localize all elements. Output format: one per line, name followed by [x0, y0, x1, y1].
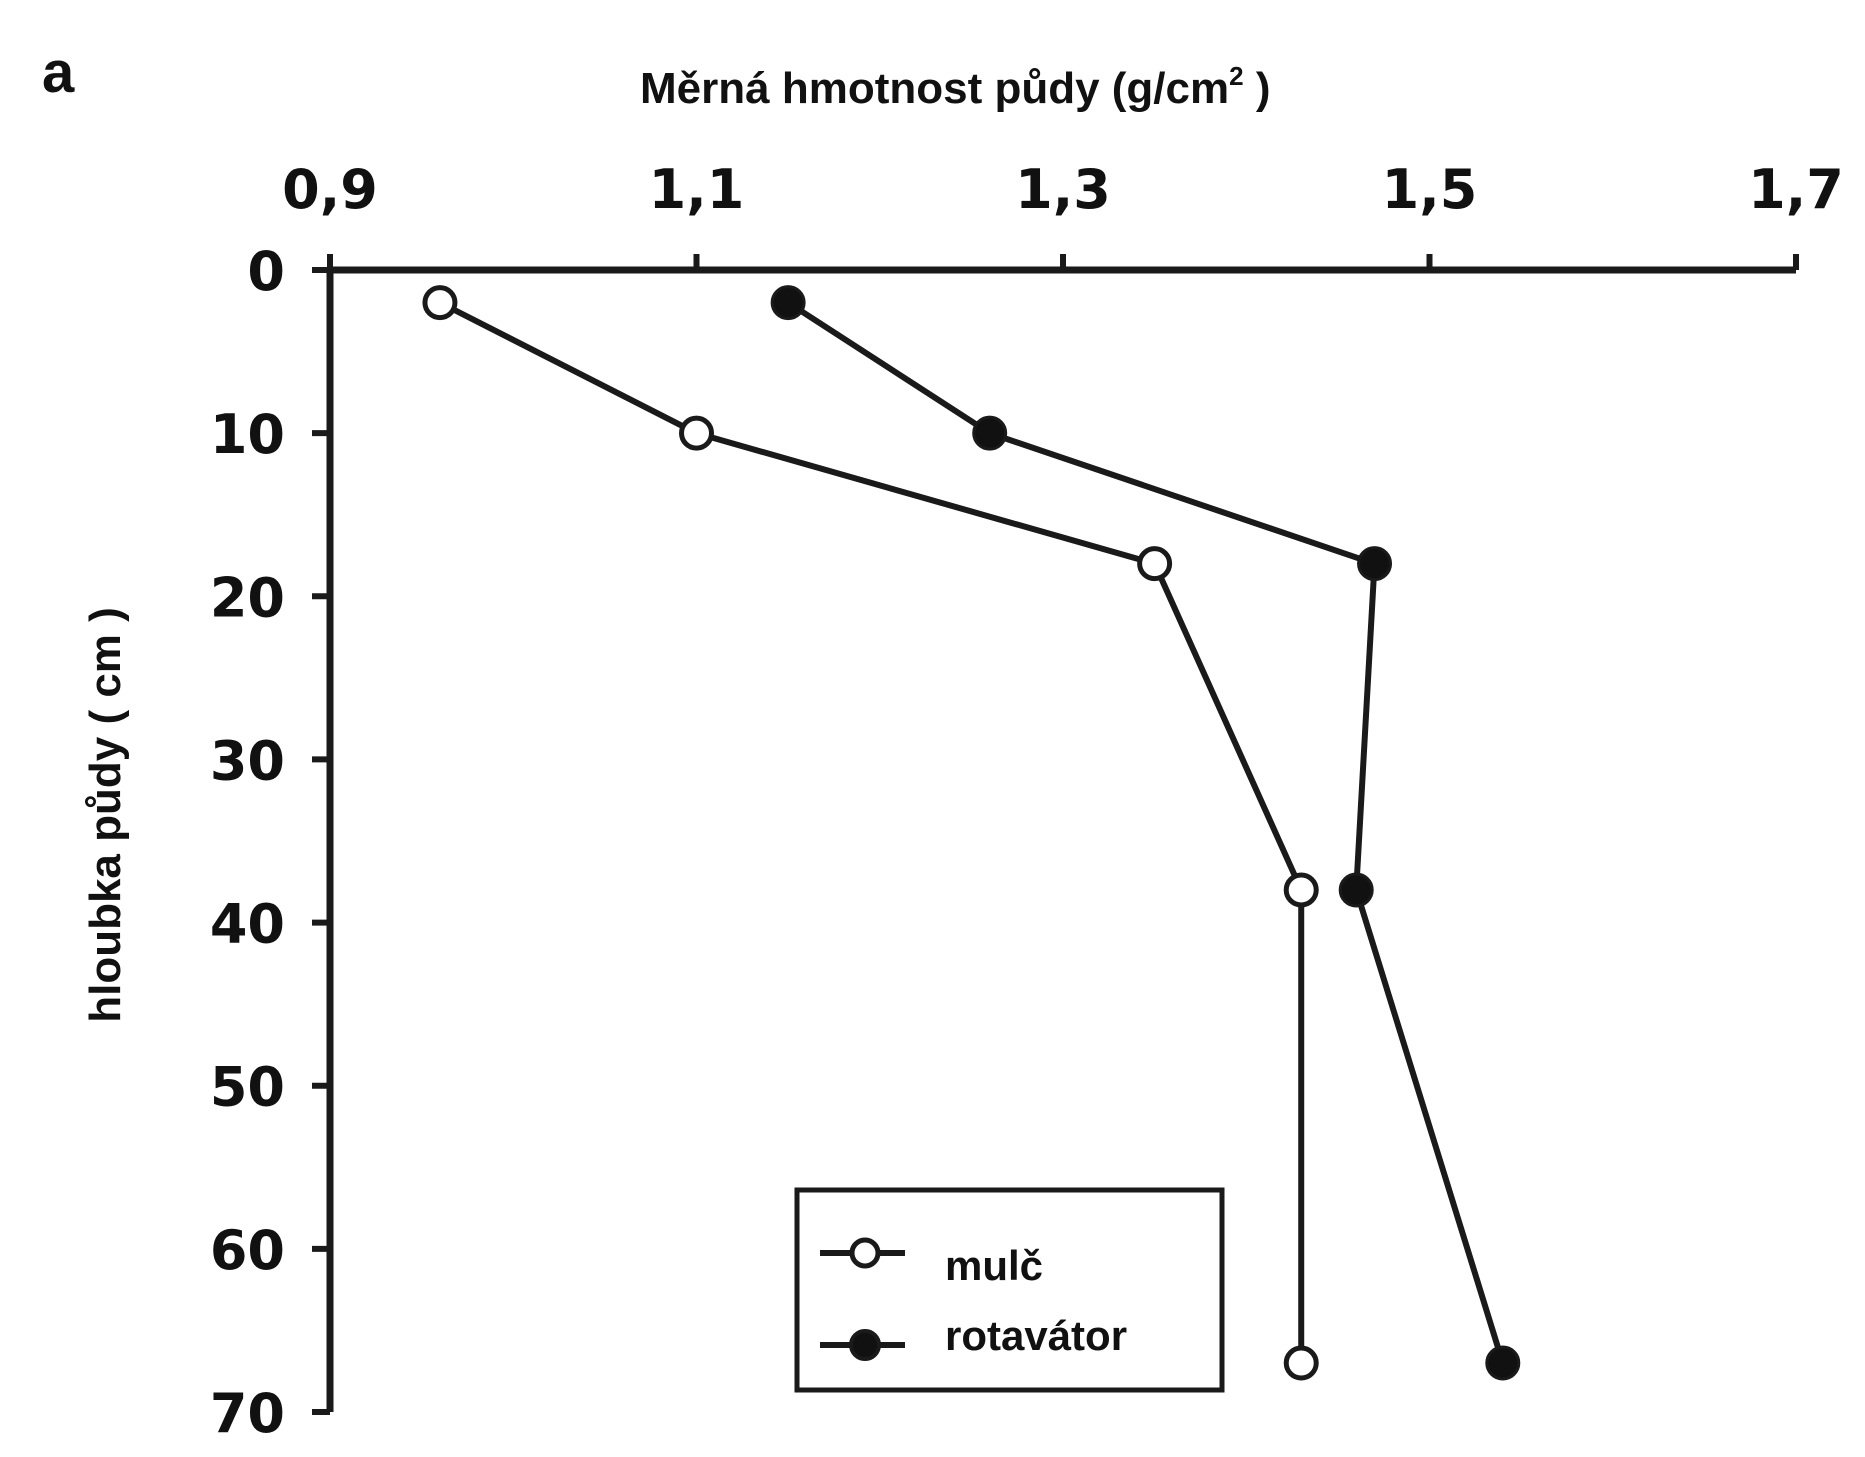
y-tick-label: 50 [210, 1056, 285, 1119]
x-tick-label: 1,5 [1382, 158, 1478, 221]
x-axis-title-main: Měrná hmotnost půdy (g/cm [640, 64, 1229, 113]
x-tick-label: 1,1 [649, 158, 745, 221]
legend-marker-mulc [849, 1237, 881, 1269]
legend-label-rotavator: rotavátor [945, 1312, 1127, 1359]
legend-marker-rotavator [849, 1329, 881, 1361]
legend: mulč rotavátor [794, 1187, 1225, 1393]
data-point-mulc [1283, 872, 1319, 908]
x-tick-label: 1,3 [1015, 158, 1111, 221]
y-tick-label: 30 [210, 729, 285, 792]
y-tick-label: 40 [210, 893, 285, 956]
y-tick-label: 60 [210, 1219, 285, 1282]
x-tick-label: 1,7 [1748, 158, 1844, 221]
y-tick-label: 10 [210, 403, 285, 466]
legend-label-mulc: mulč [945, 1242, 1043, 1289]
data-point-mulc [1283, 1345, 1319, 1381]
x-axis-title: Měrná hmotnost půdy (g/cm2 ) [640, 61, 1270, 113]
data-point-mulc [679, 415, 714, 451]
y-tick-label: 20 [210, 566, 285, 629]
data-point-rotavator [770, 285, 806, 321]
data-point-mulc [422, 285, 458, 321]
series-layer [422, 285, 1521, 1381]
x-axis-title-close: ) [1244, 64, 1271, 113]
panel-label: a [42, 40, 75, 105]
y-tick-label: 70 [210, 1382, 285, 1445]
data-point-mulc [1137, 546, 1173, 582]
x-tick-label: 0,9 [282, 158, 378, 221]
data-point-rotavator [1485, 1345, 1521, 1381]
axes: 0,9 1,1 1,3 1,5 1,7 0 10 20 30 40 50 60 70 [210, 158, 1844, 1445]
data-point-rotavator [972, 415, 1008, 451]
y-tick-label: 0 [247, 240, 285, 303]
data-point-rotavator [1338, 872, 1374, 908]
y-axis-title: hloubka půdy ( cm ) [81, 607, 130, 1023]
data-point-rotavator [1357, 546, 1393, 582]
x-axis-title-sup: 2 [1229, 61, 1243, 91]
